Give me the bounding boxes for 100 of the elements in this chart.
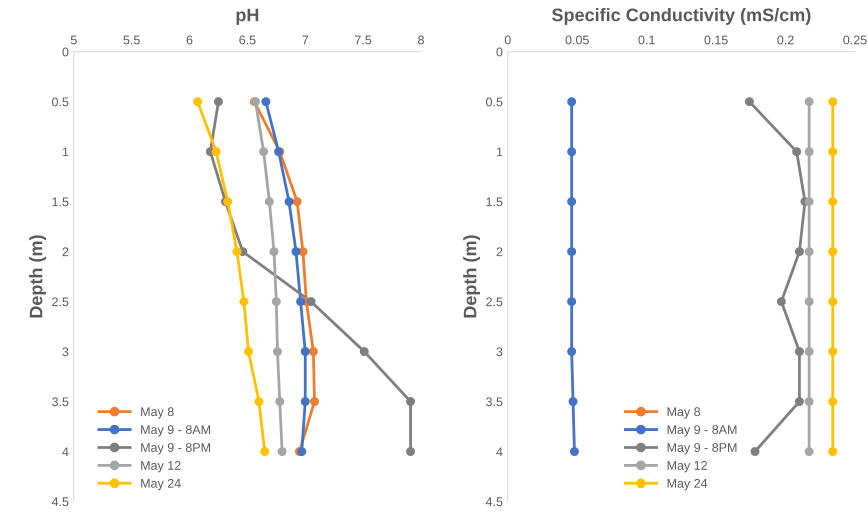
point <box>300 347 310 356</box>
point <box>296 297 306 306</box>
point <box>278 447 287 456</box>
legend-label: May 24 <box>668 478 708 490</box>
legend-label: May 9 - 8AM <box>141 425 210 437</box>
point <box>776 297 786 306</box>
y-tick-label: 3 <box>496 347 502 356</box>
point <box>804 447 814 456</box>
point <box>804 197 814 206</box>
x-tick-label: 7 <box>302 36 308 44</box>
legend-label: May 9 - 8PM <box>141 443 210 454</box>
point <box>406 447 416 456</box>
point <box>297 447 306 456</box>
y-tick-label: 2 <box>496 247 502 256</box>
y-tick-label: 0.5 <box>486 97 502 106</box>
point <box>239 297 248 306</box>
point <box>567 347 576 356</box>
x-tick-label: 7.5 <box>355 36 372 44</box>
point <box>291 247 300 256</box>
legend-label: May 9 - 8AM <box>668 425 736 437</box>
point <box>308 347 318 356</box>
y-tick-label: 1 <box>496 148 502 156</box>
y-tick-label: 4.5 <box>52 497 68 506</box>
point <box>828 447 838 456</box>
point <box>406 397 416 406</box>
point <box>568 397 578 406</box>
point <box>272 297 281 306</box>
legend-label: May 8 <box>668 407 700 419</box>
point <box>275 397 284 406</box>
point <box>828 147 838 156</box>
point <box>212 147 221 156</box>
x-tick-label: 0.1 <box>638 36 655 44</box>
point <box>310 397 320 406</box>
x-tick-label: 0 <box>504 36 511 44</box>
y-tick-label: 0 <box>496 48 502 56</box>
x-tick-label: 5.5 <box>123 36 140 44</box>
point <box>570 447 579 456</box>
point <box>214 97 223 106</box>
point <box>567 297 576 306</box>
point <box>254 397 264 406</box>
point <box>264 197 274 206</box>
legend-label: May 12 <box>141 461 181 472</box>
y-tick-label: 2 <box>62 247 68 256</box>
point <box>804 397 814 406</box>
y-tick-label: 0.5 <box>52 97 68 106</box>
point <box>794 397 804 406</box>
point <box>750 447 760 456</box>
point <box>259 147 268 156</box>
chart-title: Specific Conductivity (mS/cm) <box>552 8 810 25</box>
point <box>223 197 232 206</box>
point <box>828 197 838 206</box>
point <box>567 197 576 206</box>
x-tick-label: 0.15 <box>704 36 728 44</box>
point <box>804 97 814 106</box>
point <box>260 447 270 456</box>
y-tick-label: 1.5 <box>52 198 68 206</box>
point <box>360 347 369 356</box>
point <box>567 247 576 256</box>
point <box>744 97 754 106</box>
point <box>828 247 838 256</box>
point <box>828 347 838 356</box>
point <box>232 247 242 256</box>
point <box>804 297 814 306</box>
y-tick-label: 0 <box>62 48 68 56</box>
point <box>794 347 804 356</box>
y-axis-title: Depth (m) <box>463 235 480 318</box>
point <box>244 347 254 356</box>
point <box>284 197 294 206</box>
legend-label: May 8 <box>141 407 174 419</box>
point <box>828 97 838 106</box>
point <box>804 347 814 356</box>
point <box>828 397 838 406</box>
point <box>792 147 802 156</box>
point <box>828 297 838 306</box>
x-tick-label: 0.25 <box>843 36 867 44</box>
y-tick-label: 2.5 <box>486 297 502 306</box>
y-tick-label: 4 <box>62 447 69 456</box>
point <box>300 397 310 406</box>
x-tick-label: 6.5 <box>239 36 256 44</box>
y-tick-label: 1 <box>62 148 68 156</box>
y-tick-label: 2.5 <box>52 297 68 306</box>
point <box>306 297 316 306</box>
legend-label: May 12 <box>668 461 707 472</box>
x-tick-label: 8 <box>418 36 424 44</box>
x-tick-label: 6 <box>186 36 192 44</box>
y-axis-title: Depth (m) <box>29 235 46 318</box>
point <box>292 197 302 206</box>
point <box>261 97 270 106</box>
point <box>804 147 814 156</box>
y-tick-label: 3.5 <box>52 397 68 406</box>
x-tick-label: 0.05 <box>566 36 589 44</box>
point <box>193 97 202 106</box>
point <box>567 97 576 106</box>
x-tick-label: 5 <box>70 36 77 44</box>
y-tick-label: 4.5 <box>486 497 502 506</box>
legend-label: May 9 - 8PM <box>668 443 736 454</box>
y-tick-label: 1.5 <box>486 198 502 206</box>
legend-label: May 24 <box>141 478 181 490</box>
y-tick-label: 3.5 <box>486 397 502 406</box>
x-tick-label: 0.2 <box>777 36 794 44</box>
